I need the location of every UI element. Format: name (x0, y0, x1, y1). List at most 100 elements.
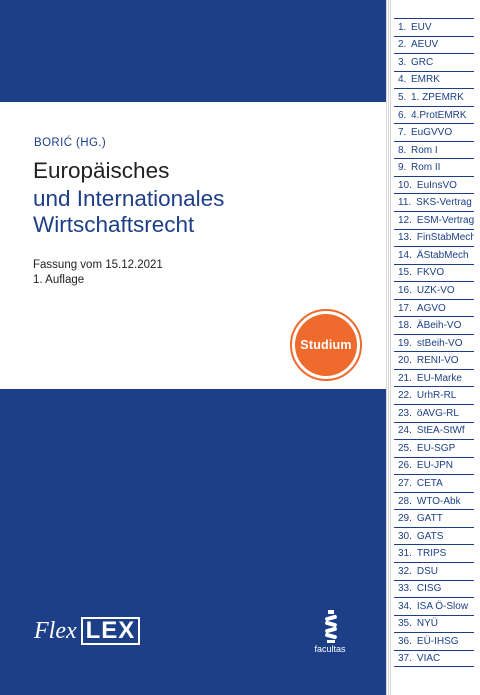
register-tab-label: DSU (416, 565, 439, 577)
register-tab-label: EUV (411, 21, 432, 33)
register-tab[interactable]: 17. AGVO (394, 298, 474, 317)
register-tab[interactable]: 6. 4.ProtEMRK (394, 105, 474, 124)
register-tab-label: GATS (416, 530, 444, 542)
register-tab-number: 31. (398, 548, 412, 560)
register-tab-number: 3. (398, 56, 407, 68)
register-tab-number: 6. (398, 109, 407, 121)
register-tab-number: 17. (398, 302, 412, 314)
register-tab-label: 4.ProtEMRK (411, 109, 467, 121)
register-tab-number: 23. (398, 407, 412, 419)
register-tab[interactable]: 10. EuInsVO (394, 175, 474, 194)
register-tab-label: StEA-StWf (416, 425, 465, 437)
register-tab-label: GRC (411, 56, 434, 68)
register-tab[interactable]: 35. NYÜ (394, 614, 474, 633)
title-line-1: Europäisches (33, 158, 170, 183)
register-tab-label: UZK-VO (416, 284, 455, 296)
register-tab-number: 14. (398, 249, 412, 261)
register-tab[interactable]: 26. EU-JPN (394, 456, 474, 475)
register-tab-label: ÄBeih-VO (416, 320, 462, 332)
register-tab-number: 8. (398, 144, 407, 156)
register-tab[interactable]: 36. EÜ-IHSG (394, 632, 474, 650)
register-tab[interactable]: 4. EMRK (394, 70, 474, 89)
register-tab[interactable]: 13. FinStabMech (394, 228, 474, 247)
register-tab[interactable]: 9. Rom II (394, 158, 474, 176)
register-tab-number: 32. (398, 565, 412, 577)
facultas-mark-icon (325, 610, 337, 643)
register-tab-number: 2. (398, 39, 407, 51)
register-tab-number: 10. (398, 179, 412, 191)
register-tab-number: 19. (398, 337, 412, 349)
register-tab[interactable]: 15. FKVO (394, 263, 474, 282)
register-tab[interactable]: 18. ÄBeih-VO (394, 316, 474, 334)
register-tab-label: UrhR-RL (416, 390, 457, 402)
register-tab-label: ISA Ö-Slow (416, 600, 469, 612)
register-tab[interactable]: 33. CISG (394, 579, 474, 598)
register-tab[interactable]: 27. CETA (394, 474, 474, 492)
register-tab[interactable]: 24. StEA-StWf (394, 421, 474, 440)
register-tab[interactable]: 2. AEUV (394, 35, 474, 54)
register-tab-label: AGVO (416, 302, 446, 314)
register-tab-label: EuInsVO (416, 179, 457, 191)
register-tab-number: 25. (398, 442, 412, 454)
register-tab[interactable]: 14. ÄStabMech (394, 246, 474, 264)
register-tab-number: 9. (398, 162, 407, 174)
register-tab-label: VIAC (416, 652, 441, 664)
register-tab-label: SKS-Vertrag (416, 197, 472, 209)
register-tab[interactable]: 1. EUV (394, 18, 474, 36)
studium-badge: Studium (295, 314, 357, 376)
register-tab-number: 24. (398, 425, 412, 437)
title-line-2: und Internationales (33, 186, 225, 211)
register-tab[interactable]: 30. GATS (394, 526, 474, 545)
register-tab[interactable]: 16. UZK-VO (394, 281, 474, 299)
register-tab-label: WTO-Abk (416, 495, 461, 507)
register-tab[interactable]: 23. öAVG-RL (394, 404, 474, 422)
register-tab-number: 1. (398, 21, 407, 33)
register-tabs (386, 0, 480, 695)
register-tab-number: 7. (398, 127, 407, 139)
register-tab-label: FKVO (416, 267, 445, 279)
register-tab[interactable]: 8. Rom I (394, 140, 474, 159)
register-tab[interactable]: 5. 1. ZPEMRK (394, 88, 474, 106)
register-tab[interactable]: 37. VIAC (394, 649, 474, 668)
register-tab-label: EU-Marke (416, 372, 462, 384)
title-line-3: Wirtschaftsrecht (33, 212, 195, 237)
register-tab-number: 26. (398, 460, 412, 472)
register-tab[interactable]: 20. RENI-VO (394, 351, 474, 369)
register-tab-number: 12. (398, 214, 412, 226)
register-tab-label: CETA (416, 477, 443, 489)
register-tab-number: 5. (398, 91, 407, 103)
register-tab-label: NYÜ (416, 618, 439, 630)
register-tab[interactable]: 22. UrhR-RL (394, 386, 474, 404)
register-tab[interactable]: 11. SKS-Vertrag (394, 193, 474, 211)
register-tab-label: EÜ-IHSG (416, 635, 459, 647)
editor-name: BORIĆ (HG.) (34, 137, 107, 149)
register-tab[interactable]: 32. DSU (394, 561, 474, 580)
register-tab-number: 15. (398, 267, 412, 279)
register-tab[interactable]: 21. EU-Marke (394, 368, 474, 387)
register-tab[interactable]: 19. stBeih-VO (394, 333, 474, 352)
version-date: Fassung vom 15.12.2021 (33, 259, 163, 271)
register-tab[interactable]: 3. GRC (394, 53, 474, 71)
register-tab[interactable]: 7. EuGVVO (394, 123, 474, 141)
register-tab-label: EuGVVO (411, 127, 453, 139)
register-tab-label: AEUV (411, 39, 439, 51)
register-tab-number: 36. (398, 635, 412, 647)
register-tab-number: 13. (398, 232, 412, 244)
register-tab[interactable]: 25. EU-SGP (394, 439, 474, 457)
register-tab-label: EU-SGP (416, 442, 456, 454)
register-tab[interactable]: 12. ESM-Vertrag (394, 211, 474, 229)
register-tab[interactable]: 34. ISA Ö-Slow (394, 597, 474, 615)
register-tab[interactable]: 29. GATT (394, 509, 474, 527)
register-tab[interactable]: 31. TRIPS (394, 544, 474, 562)
register-tab-number: 28. (398, 495, 412, 507)
logo-flex-text: Flex (34, 617, 77, 644)
register-tab-number: 18. (398, 320, 412, 332)
register-tab-label: ESM-Vertrag (416, 214, 474, 226)
register-tab-number: 34. (398, 600, 412, 612)
register-tab-number: 29. (398, 513, 412, 525)
page-edge (386, 0, 392, 695)
register-tab-number: 37. (398, 652, 412, 664)
register-tab-number: 35. (398, 618, 412, 630)
register-tab[interactable]: 28. WTO-Abk (394, 491, 474, 510)
register-tab-label: TRIPS (416, 548, 447, 560)
